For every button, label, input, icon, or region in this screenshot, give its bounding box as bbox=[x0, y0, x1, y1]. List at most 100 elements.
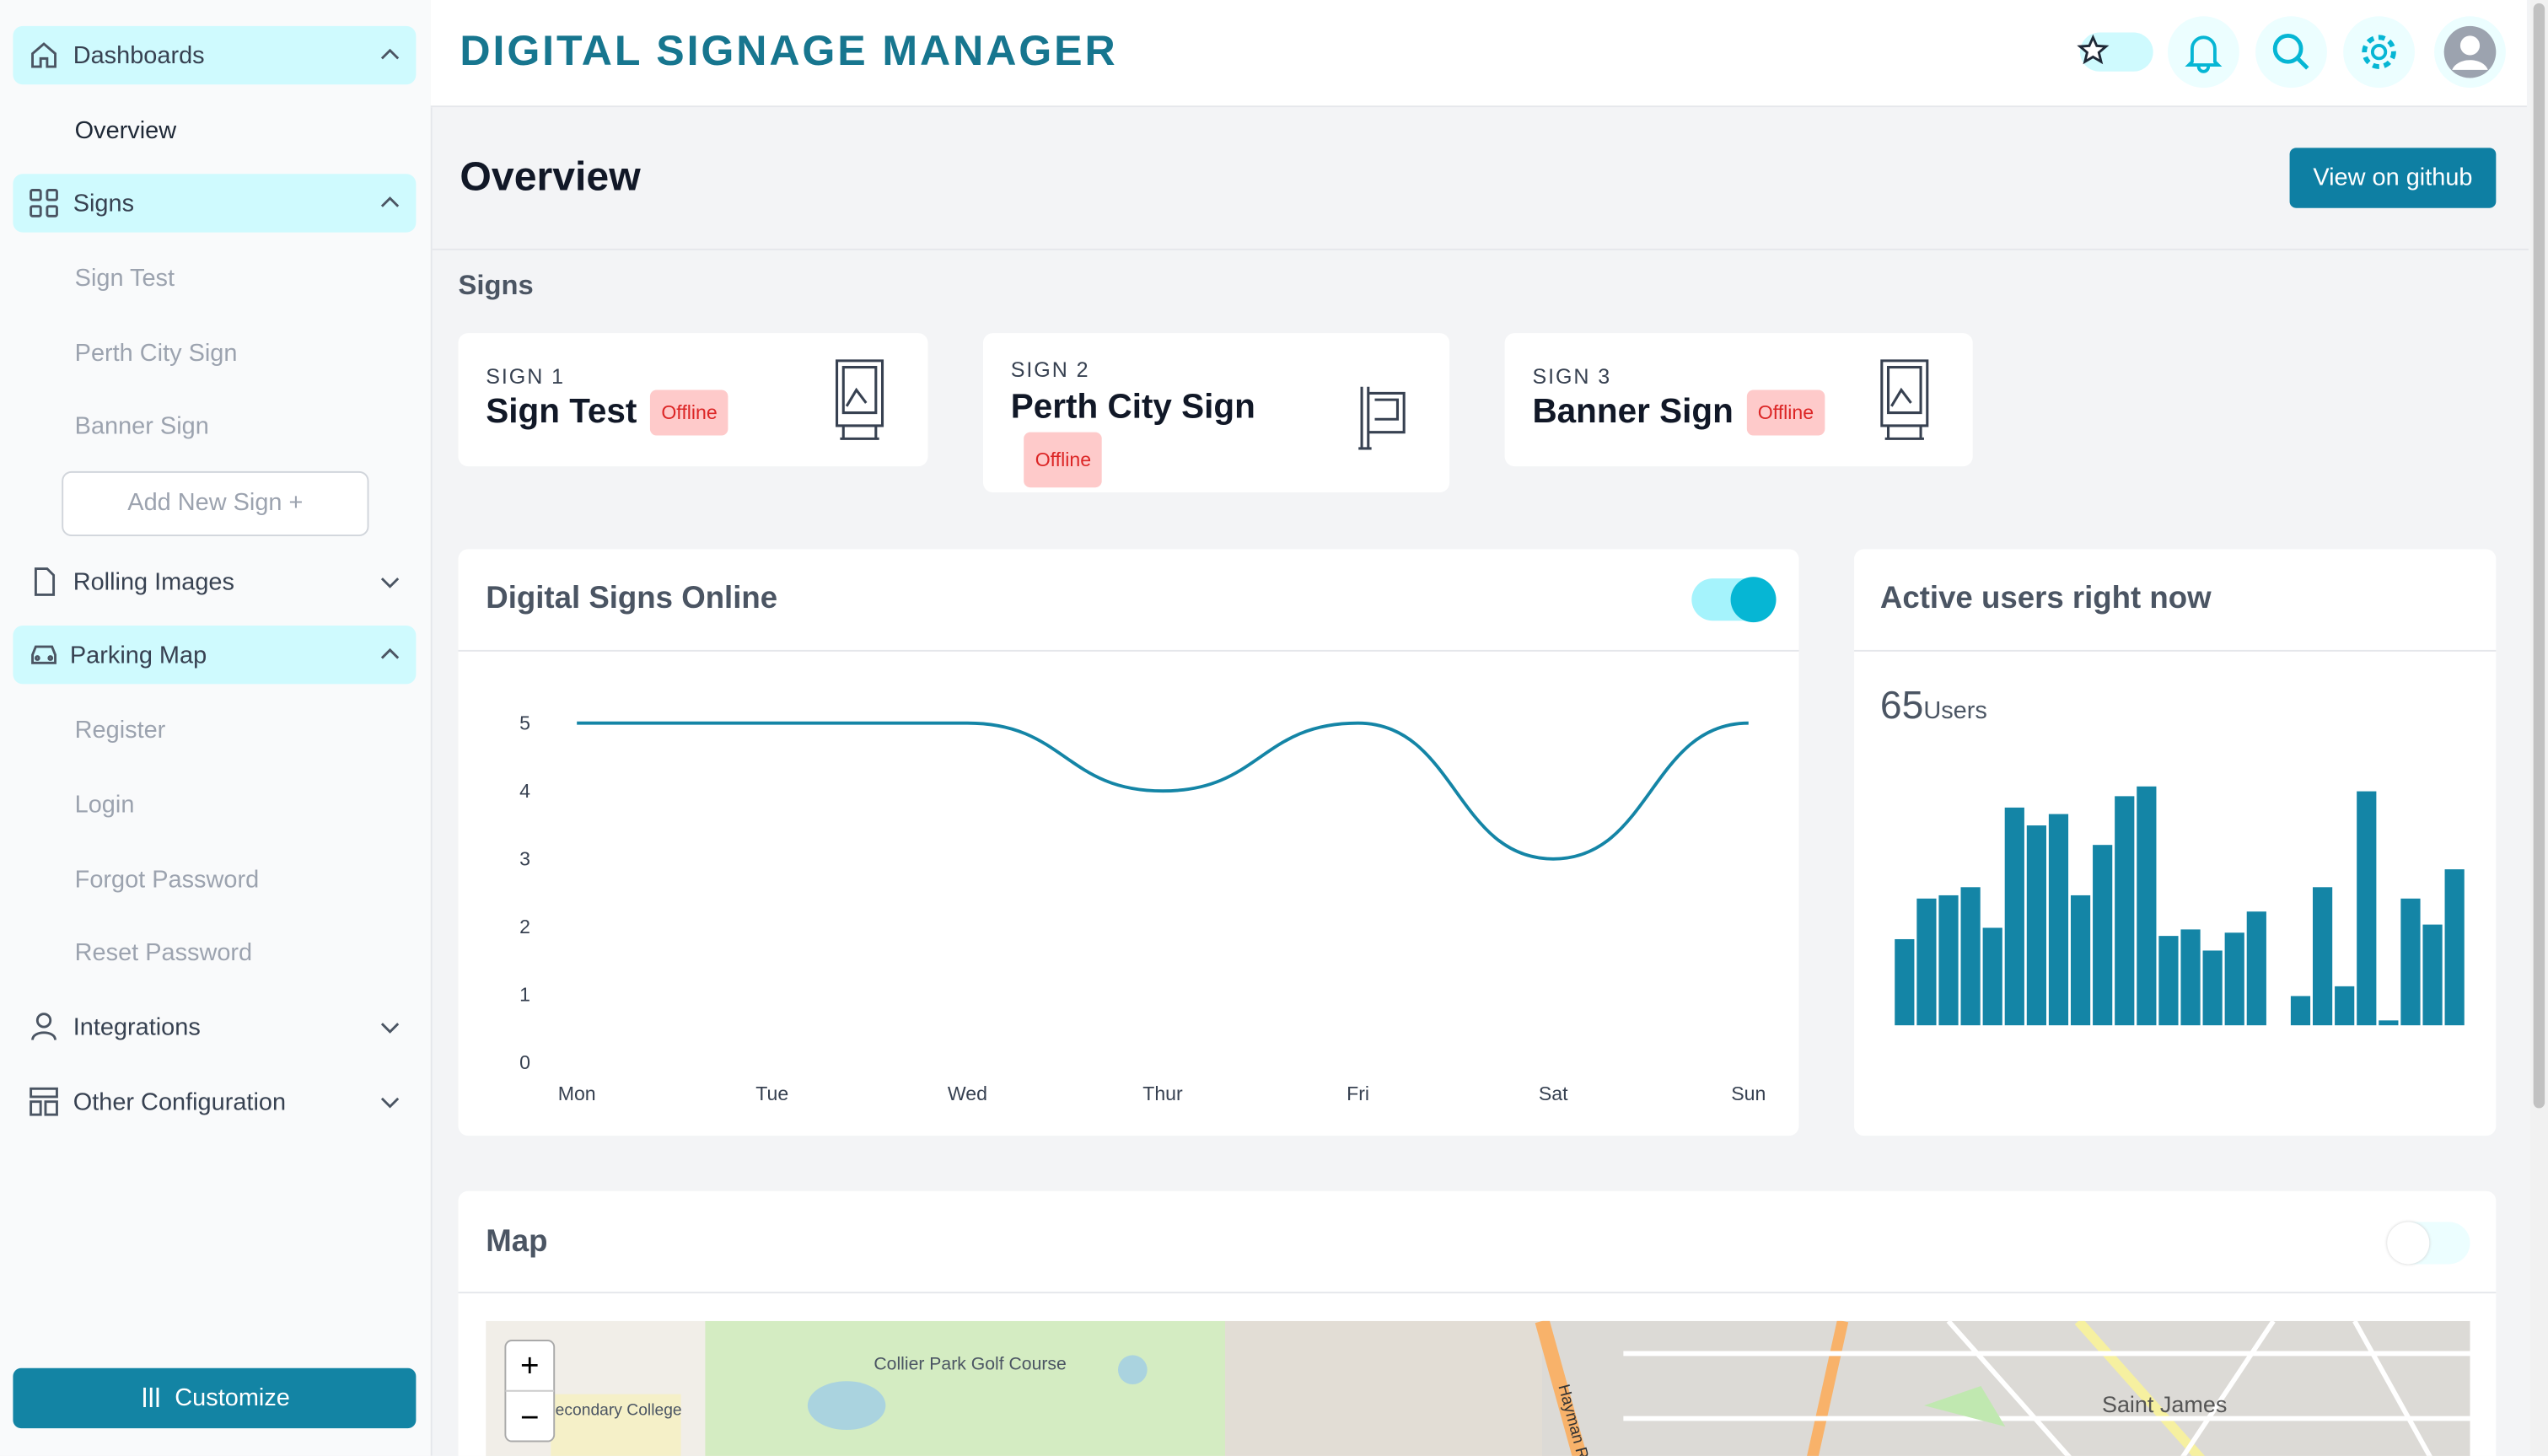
settings-button[interactable] bbox=[2343, 16, 2415, 89]
nav-label: Parking Map bbox=[69, 641, 207, 669]
nav-item[interactable]: Sign Test bbox=[74, 265, 175, 293]
sidebar: Dashboards Overview Signs Sign Test Pert… bbox=[0, 0, 433, 1456]
bar bbox=[2444, 869, 2465, 1026]
icon bbox=[142, 1387, 159, 1408]
map-area bbox=[1225, 1320, 1551, 1456]
nav-label: Integrations bbox=[73, 1013, 201, 1041]
bar bbox=[1938, 895, 1959, 1026]
icon bbox=[31, 42, 56, 68]
sign-card[interactable]: SIGN 2 Perth City Sign Offline bbox=[983, 333, 1450, 492]
chevron bbox=[380, 1023, 400, 1034]
sign-icon bbox=[836, 359, 884, 440]
nav-group[interactable]: Dashboards bbox=[13, 25, 417, 85]
add-sign-button[interactable]: Add New Sign + bbox=[62, 470, 369, 537]
bar bbox=[1960, 887, 1981, 1026]
bar bbox=[2004, 807, 2024, 1026]
sign-label: SIGN 2 bbox=[1010, 357, 1090, 382]
page-title: Overview bbox=[460, 154, 641, 201]
icon bbox=[30, 189, 58, 218]
bar bbox=[2357, 791, 2377, 1026]
nav-item[interactable]: Reset Password bbox=[74, 938, 253, 967]
search-button[interactable] bbox=[2255, 16, 2327, 89]
icon bbox=[2185, 35, 2223, 73]
bar bbox=[2422, 924, 2443, 1026]
card-title: Active users right now bbox=[1879, 581, 2212, 616]
nav-item[interactable]: Forgot Password bbox=[74, 866, 260, 895]
map-label: mo Secondary College bbox=[518, 1402, 682, 1420]
y-tick-label: 1 bbox=[519, 984, 530, 1006]
bar bbox=[2400, 898, 2421, 1026]
bar bbox=[2335, 986, 2355, 1026]
bar bbox=[1895, 938, 1915, 1026]
theme-toggle[interactable] bbox=[2077, 32, 2153, 72]
park bbox=[1923, 1385, 2006, 1427]
icon-shape bbox=[1358, 386, 1406, 450]
avatar-button[interactable] bbox=[2434, 16, 2506, 89]
bar bbox=[1982, 927, 2002, 1026]
scroll-thumb[interactable] bbox=[2533, 3, 2545, 1109]
icon bbox=[2443, 25, 2497, 78]
sign-title: Sign Test bbox=[486, 392, 637, 430]
bar bbox=[2224, 932, 2244, 1026]
bar bbox=[2246, 911, 2266, 1026]
button-label: Customize bbox=[175, 1384, 290, 1412]
zoom-out[interactable]: − bbox=[520, 1400, 540, 1436]
divider bbox=[1854, 649, 2497, 652]
status-badge: Offline bbox=[1024, 432, 1103, 488]
github-button[interactable]: View on github bbox=[2289, 148, 2497, 208]
stat-value: 65 bbox=[1879, 684, 1924, 728]
y-tick-label: 2 bbox=[519, 916, 530, 938]
icon bbox=[2362, 35, 2396, 69]
icon-shape bbox=[1880, 359, 1929, 440]
status-badge: Offline bbox=[1746, 390, 1825, 436]
line bbox=[577, 721, 1749, 861]
bar bbox=[2070, 895, 2091, 1026]
sign-card[interactable]: SIGN 3 Banner Sign Offline bbox=[1504, 333, 1973, 467]
nav-item[interactable]: Login bbox=[74, 791, 135, 819]
app-title: DIGITAL SIGNAGE MANAGER bbox=[460, 25, 1118, 75]
nav-group[interactable]: Signs bbox=[13, 174, 417, 233]
sign-name: Perth City Sign Offline bbox=[1011, 384, 1320, 488]
y-tick-label: 3 bbox=[519, 847, 530, 869]
chevron bbox=[380, 647, 400, 659]
divider bbox=[458, 1292, 2497, 1294]
sign-icon bbox=[1358, 386, 1406, 450]
stat: 65Users bbox=[1880, 684, 1987, 729]
toggle[interactable] bbox=[1691, 577, 1777, 623]
lake bbox=[807, 1381, 886, 1431]
map-card: Map Collier Park Golf Course mo Secondar… bbox=[458, 1190, 2497, 1456]
park bbox=[705, 1320, 1226, 1456]
zoom-in[interactable]: + bbox=[520, 1347, 540, 1383]
section-heading: Signs bbox=[458, 269, 534, 301]
nav-group[interactable]: Rolling Images bbox=[13, 552, 416, 610]
nav-group[interactable]: Parking Map bbox=[13, 626, 417, 685]
nav-item[interactable]: Overview bbox=[74, 116, 177, 145]
icon bbox=[34, 567, 56, 596]
nav-item[interactable]: Perth City Sign bbox=[74, 339, 238, 368]
nav-item[interactable]: Banner Sign bbox=[74, 412, 209, 441]
bar bbox=[2202, 950, 2223, 1026]
icon bbox=[31, 645, 56, 664]
toggle-knob bbox=[2387, 1222, 2430, 1265]
bar bbox=[2180, 929, 2201, 1026]
bar bbox=[2379, 1020, 2399, 1026]
nav-item[interactable]: Register bbox=[74, 716, 166, 744]
header: DIGITAL SIGNAGE MANAGER bbox=[430, 0, 2527, 108]
toggle-knob bbox=[1730, 577, 1777, 623]
sign-card[interactable]: SIGN 1 Sign Test Offline bbox=[458, 333, 928, 467]
map[interactable]: Collier Park Golf Course mo Secondary Co… bbox=[486, 1320, 2470, 1456]
nav-group[interactable]: Other Configuration bbox=[13, 1072, 416, 1131]
icon bbox=[2272, 33, 2309, 70]
map-area bbox=[551, 1394, 681, 1456]
customize-button[interactable]: Customize bbox=[13, 1367, 417, 1429]
icon-shape bbox=[836, 359, 884, 440]
toggle[interactable] bbox=[2387, 1222, 2470, 1265]
nav-group[interactable]: Integrations bbox=[13, 997, 416, 1056]
x-tick-label: Sat bbox=[1539, 1083, 1568, 1104]
line-chart-card: Digital Signs Online bbox=[458, 549, 1799, 1136]
icon bbox=[31, 1013, 56, 1040]
nav-label: Other Configuration bbox=[73, 1088, 287, 1116]
notifications-button[interactable] bbox=[2168, 16, 2239, 89]
